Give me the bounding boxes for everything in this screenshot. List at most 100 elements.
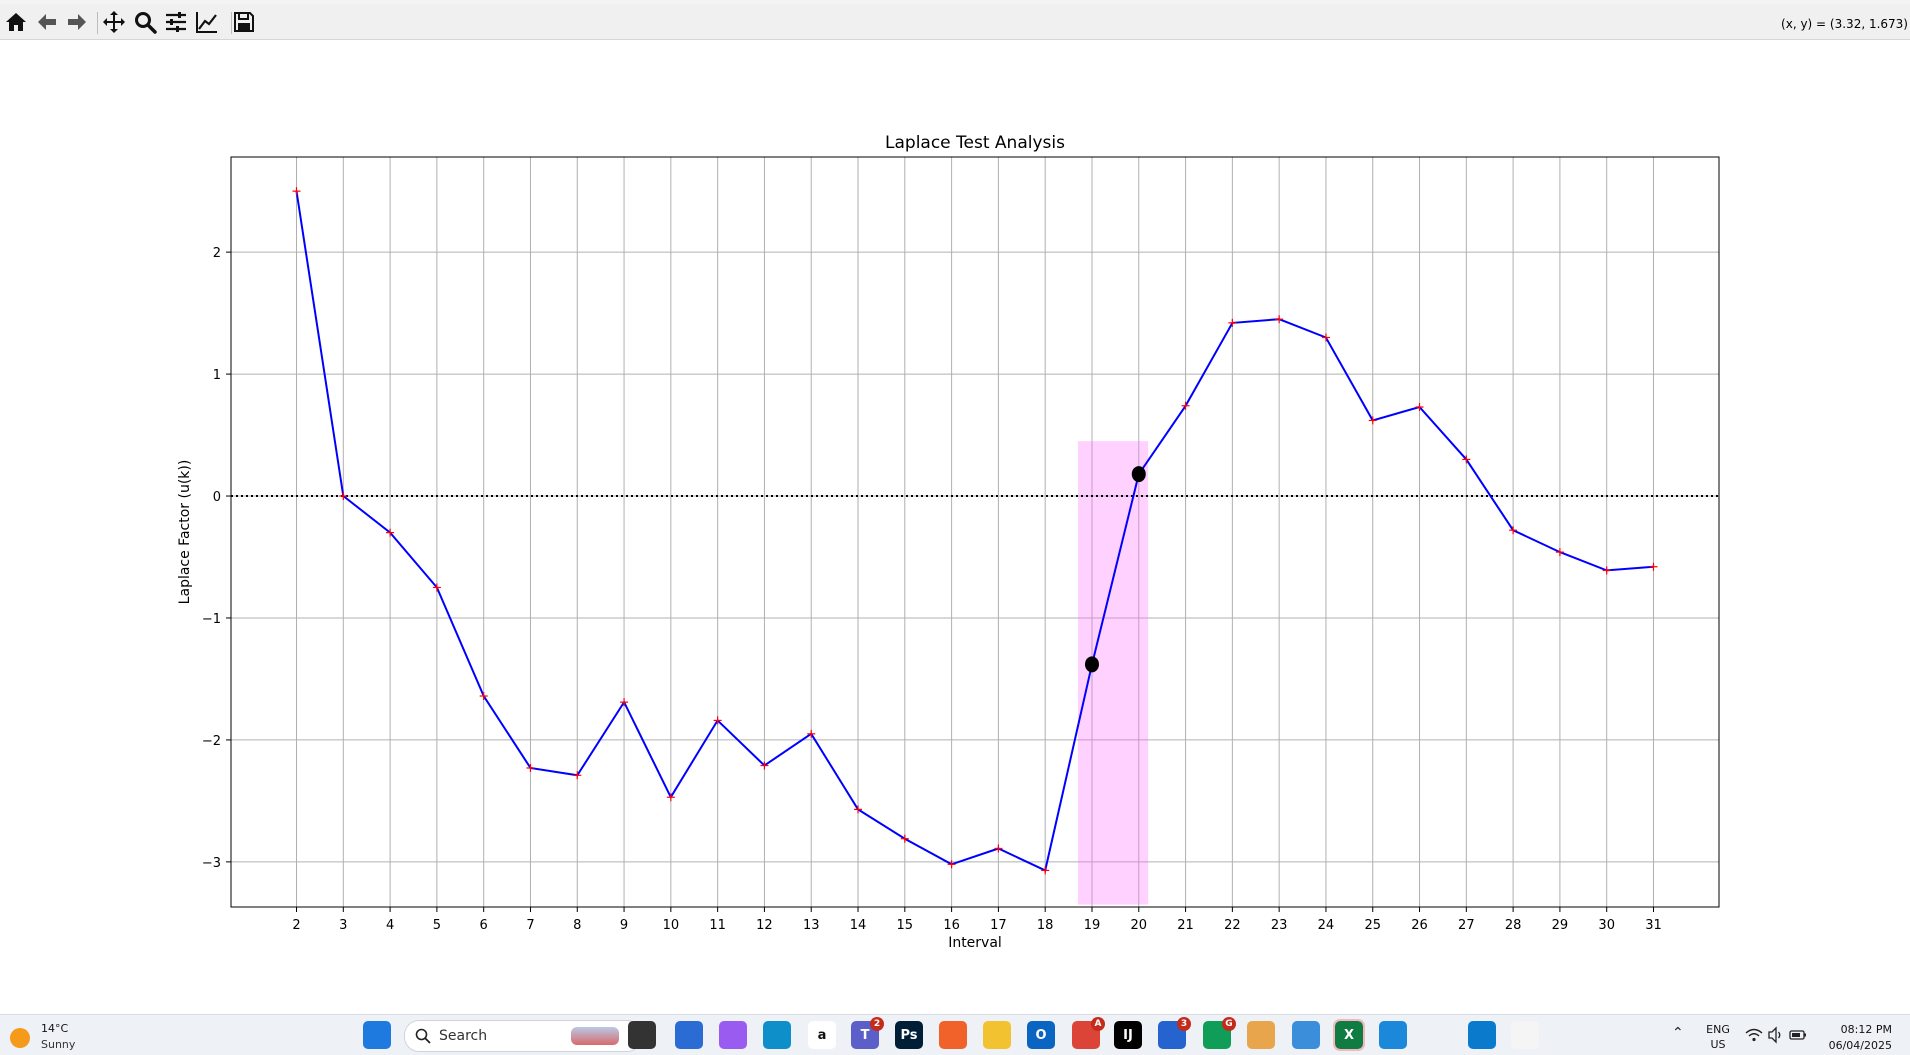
wifi-icon [1745,1028,1763,1042]
taskbar-app-photos[interactable] [1379,1021,1407,1049]
y-tick-label: 0 [213,490,221,505]
home-icon [6,13,26,31]
taskbar-app-microsoft-store[interactable] [675,1021,703,1049]
taskbar-app-windows-start[interactable] [363,1021,391,1049]
y-axis-ticks: 2 1 0 −1 −2 −3 [202,246,231,871]
x-tick-label: 30 [1598,918,1615,933]
x-tick-label: 27 [1458,918,1475,933]
taskbar-app-photoshop[interactable]: Ps [895,1021,923,1049]
teams-icon: T [860,1027,870,1043]
photoshop-icon: Ps [900,1027,918,1043]
x-tick-label: 19 [1084,918,1101,933]
data-point-marker [1041,866,1050,875]
laplace-series-line [295,190,1654,872]
x-tick-label: 4 [386,918,394,933]
sun-icon [10,1028,30,1048]
outlook-icon: O [1035,1027,1047,1043]
y-tick-label: 2 [213,246,221,261]
notification-badge: G [1222,1017,1236,1031]
system-tray-icons[interactable] [1745,1026,1806,1044]
x-tick-label: 7 [526,918,534,933]
figure-canvas[interactable]: 2 3 4 5 6 7 8 9 10 11 12 13 14 15 16 17 18 19 20 21 22 23 24 25… [0,40,1910,1013]
axes-frame [230,156,1720,908]
data-point-marker [339,492,348,501]
data-point-marker [1228,318,1237,327]
x-tick-label: 3 [339,918,347,933]
clock-date[interactable]: 06/04/2025 [1828,1039,1892,1052]
x-tick-label: 8 [573,918,581,933]
data-point-marker [1462,455,1471,464]
forward-button[interactable] [64,9,90,35]
taskbar-app-todo[interactable]: 3 [1158,1017,1191,1049]
data-point-marker [1602,566,1611,575]
taskbar-app-firefox[interactable] [939,1021,967,1049]
amazon-icon: a [817,1027,827,1043]
data-point-marker [1555,548,1564,557]
x-tick-label: 23 [1271,918,1288,933]
data-point-marker [620,698,629,707]
taskbar-app-task-view[interactable] [628,1021,656,1049]
pan-button[interactable] [101,9,127,35]
arrow-left-icon [38,14,56,30]
save-button[interactable] [231,9,257,35]
taskbar-search-box[interactable]: Search [404,1020,642,1052]
highlight-region [1077,441,1149,905]
notification-badge: 2 [870,1017,884,1031]
taskbar-app-outlook[interactable]: O [1027,1021,1055,1049]
taskbar-app-vscode[interactable] [1468,1021,1496,1049]
x-tick-label: 17 [990,918,1007,933]
x-tick-label: 6 [480,918,488,933]
x-tick-label: 24 [1318,918,1335,933]
search-highlight-image [571,1027,619,1045]
weather-condition: Sunny [41,1038,76,1051]
excel-icon: X [1343,1027,1355,1043]
home-button[interactable] [3,9,29,35]
weather-temperature: 14°C [41,1022,69,1035]
laplace-chart[interactable]: 2 3 4 5 6 7 8 9 10 11 12 13 14 15 16 17 18 19 20 21 22 23 24 25… [0,40,1910,1013]
data-point-marker [1415,403,1424,411]
taskbar-app-file-explorer[interactable] [983,1021,1011,1049]
x-tick-label: 9 [620,918,628,933]
taskbar-app-notepad[interactable] [1292,1021,1320,1049]
arrow-right-icon [68,14,86,30]
notification-badge: 3 [1177,1017,1191,1031]
data-point-marker [292,187,301,196]
x-tick-label: 31 [1645,918,1662,933]
input-region: US [1710,1038,1726,1051]
x-tick-label: 25 [1364,918,1381,933]
x-tick-label: 20 [1131,918,1148,933]
back-button[interactable] [34,9,60,35]
data-point-marker [666,793,675,802]
data-point-marker [994,844,1003,853]
chart-title: Laplace Test Analysis [885,133,1065,153]
zoom-button[interactable] [132,9,158,35]
taskbar-app-intellij[interactable]: IJ [1114,1021,1142,1049]
tray-overflow-button[interactable]: ⌃ [1672,1025,1684,1041]
taskbar-app-git-tool[interactable] [1247,1021,1275,1049]
highlight-point [1131,466,1146,483]
x-tick-label: 10 [663,918,680,933]
edit-axis-button[interactable] [194,9,220,35]
navigation-toolbar: (x, y) = (3.32, 1.673) [0,4,1910,40]
data-point-marker [479,692,488,701]
data-point-marker [1321,333,1330,342]
data-point-marker [1368,416,1377,425]
window-titlebar [0,0,1910,4]
clock-time[interactable]: 08:12 PM [1840,1023,1892,1036]
input-language[interactable]: ENG [1706,1023,1730,1036]
cursor-coordinate-readout: (x, y) = (3.32, 1.673) [1781,17,1908,31]
data-point-marker [573,771,582,780]
taskbar-app-python-figure[interactable] [1511,1021,1539,1049]
taskbar-app-chrome-profile-g[interactable]: G [1203,1017,1236,1049]
taskbar-app-chrome-profile-a[interactable]: A [1072,1017,1105,1049]
taskbar-app-copilot[interactable] [719,1021,747,1049]
toolbar-separator [231,12,232,34]
taskbar-app-excel[interactable]: X [1333,1019,1365,1051]
configure-subplots-button[interactable] [163,9,189,35]
taskbar-app-amazon[interactable]: a [808,1021,836,1049]
taskbar-app-edge[interactable] [763,1021,791,1049]
volume-icon [1768,1026,1781,1044]
x-axis-label: Interval [948,935,1002,951]
y-tick-label: 1 [213,368,221,383]
